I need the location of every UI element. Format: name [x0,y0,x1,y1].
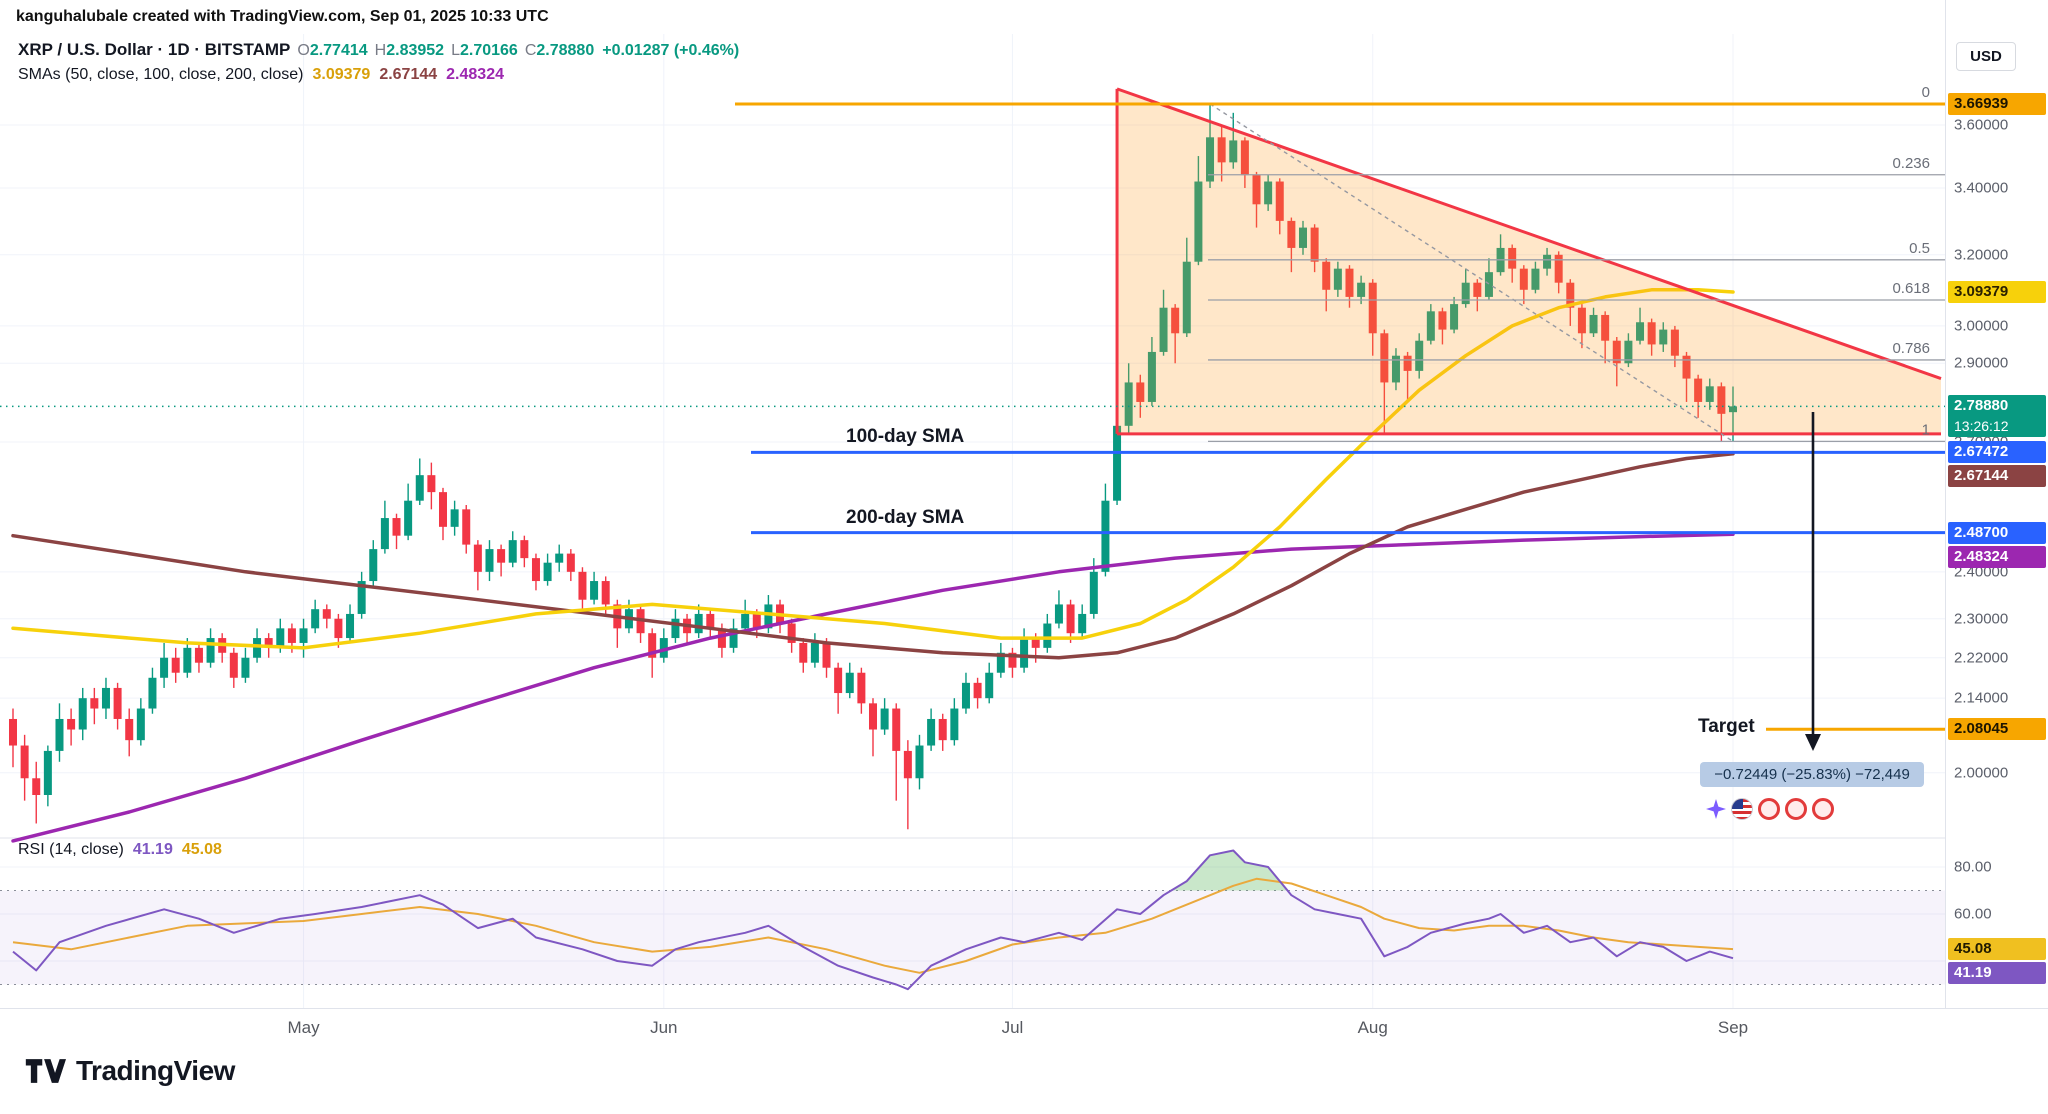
emoji-annotation [1706,798,1834,820]
time-axis-label: Aug [1357,1018,1388,1037]
change-value: +0.01287 (+0.46%) [602,42,740,59]
rsi-legend[interactable]: RSI (14, close) 41.19 45.08 [18,841,222,859]
rsi-tick-label: 60.00 [1954,905,1992,923]
fib-level-label: 0.786 [1892,340,1930,357]
price-tick-label: 2.14000 [1954,689,2009,707]
attribution-text: kanguhalubale created with TradingView.c… [16,8,549,25]
price-tick-label: 2.00000 [1954,764,2009,782]
price-level-label: 2.08045 [1948,718,2046,741]
price-axis[interactable]: USD 3.60000 3.40000 3.20000 3.00000 2.90000 2… [1945,0,2048,1008]
symbol-legend[interactable]: XRP / U.S. Dollar · 1D · BITSTAMP O2.7741… [18,40,739,60]
red-circle-icon [1758,798,1780,820]
bar-countdown: 13:26:12 [1954,418,2009,435]
ohlc-letter: L [451,42,460,59]
ohlc-value: 2.78880 [536,42,595,59]
price-level-label: 3.66939 [1948,92,2046,115]
sparkle-icon [1706,799,1726,819]
fib-level-label: 0.236 [1892,155,1930,172]
rsi-value: 45.08 [181,841,222,858]
price-tick-label: 3.20000 [1954,246,2009,264]
target-annotation-label[interactable]: Target [1698,716,1755,737]
rsi-values: 41.19 45.08 [124,841,222,858]
rsi-value-label: 41.19 [1948,962,2046,985]
tradingview-logo[interactable]: TradingView [24,1054,235,1088]
fib-level-label: 0.5 [1909,240,1930,257]
ohlc-letter: C [524,42,537,59]
price-level-label: 2.48324 [1948,545,2046,568]
ohlc-letter: O [297,42,310,59]
current-price-value: 2.78880 [1954,397,2009,415]
price-tick-label: 3.60000 [1954,116,2009,134]
currency-button[interactable]: USD [1956,42,2016,71]
sma-value: 2.67144 [379,66,438,83]
fib-level-label: 0 [1922,84,1930,101]
sma-value: 3.09379 [312,66,371,83]
price-level-label: 2.67472 [1948,441,2046,464]
current-price-label: 2.78880 13:26:12 [1948,395,2046,438]
tradingview-logo-icon [25,1059,66,1083]
price-tick-label: 3.00000 [1954,317,2009,335]
ohlc-value: 2.77414 [309,42,368,59]
sma100-annotation-label[interactable]: 100-day SMA [846,426,965,447]
us-flag-icon [1731,798,1753,820]
price-tick-label: 2.90000 [1954,354,2009,372]
sma-values: 3.09379 2.67144 2.48324 [303,66,504,83]
ohlc-values: O2.77414 H2.83952 L2.70166 C2.78880 [290,42,594,59]
rsi-legend-title: RSI (14, close) [18,841,124,858]
red-circle-icon [1812,798,1834,820]
price-tick-label: 2.22000 [1954,649,2009,667]
ohlc-value: 2.70166 [459,42,518,59]
ohlc-letter: H [374,42,387,59]
symbol-title: XRP / U.S. Dollar · 1D · BITSTAMP [18,40,291,59]
ohlc-value: 2.83952 [386,42,445,59]
sma-value: 2.48324 [446,66,504,83]
sma200-annotation-label[interactable]: 200-day SMA [846,507,965,528]
price-range-measure-label[interactable]: −0.72449 (−25.83%) −72,449 [1700,762,1924,787]
fib-level-label: 1 [1922,421,1930,438]
price-level-label: 3.09379 [1948,280,2046,303]
rsi-value-label: 45.08 [1948,938,2046,961]
fib-level-label: 0.618 [1892,280,1930,297]
price-level-label: 2.67144 [1948,465,2046,488]
rsi-value: 41.19 [132,841,173,858]
time-axis-label: May [287,1018,320,1037]
sma-legend-title: SMAs (50, close, 100, close, 200, close) [18,66,304,83]
time-axis[interactable]: May Jun Jul Aug Sep [0,1008,2048,1047]
price-tick-label: 2.30000 [1954,610,2009,628]
tradingview-logo-text: TradingView [76,1055,235,1086]
rsi-tick-label: 80.00 [1954,858,1992,876]
red-circle-icon [1785,798,1807,820]
time-axis-label: Sep [1717,1018,1749,1037]
price-level-label: 2.48700 [1948,521,2046,544]
sma-legend[interactable]: SMAs (50, close, 100, close, 200, close)… [18,66,504,84]
price-tick-label: 3.40000 [1954,179,2009,197]
time-axis-label: Jul [1001,1018,1024,1037]
time-axis-label: Jun [650,1018,678,1037]
